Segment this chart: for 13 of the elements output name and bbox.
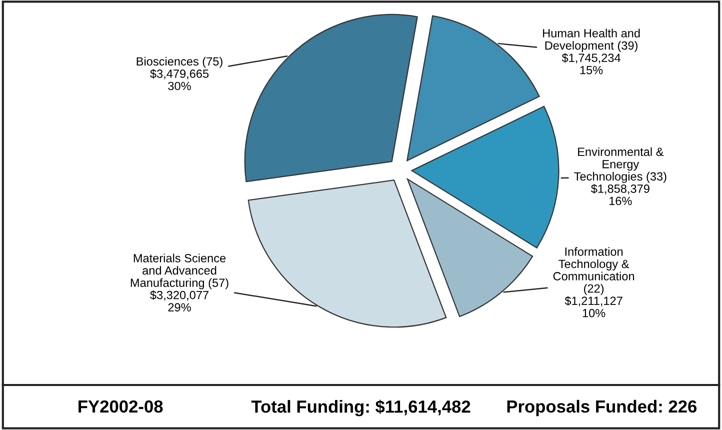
text: Total Funding: $11,614,482 xyxy=(251,400,470,416)
data-label: $1,745,234 15% xyxy=(562,53,620,74)
slice-label: Materials Science and Advanced Manufacturing (57) xyxy=(130,254,228,290)
slice-label: Human Health and Development (39) xyxy=(543,28,640,52)
text: FY2002-08 xyxy=(78,400,163,413)
slice-label: Information Technology & Communication (22) xyxy=(553,247,634,296)
text: Proposals Funded: 226 xyxy=(507,400,697,416)
data-label: $3,320,077 29% xyxy=(150,290,208,312)
slice-label: Environmental & Energy Technologies (33) xyxy=(574,147,666,183)
slice-label: Biosciences (75) xyxy=(136,56,222,68)
data-label: $1,211,127 10% xyxy=(564,296,622,318)
data-label: $3,479,665 30% xyxy=(150,69,209,90)
data-label: $1,858,379 16% xyxy=(590,184,650,206)
